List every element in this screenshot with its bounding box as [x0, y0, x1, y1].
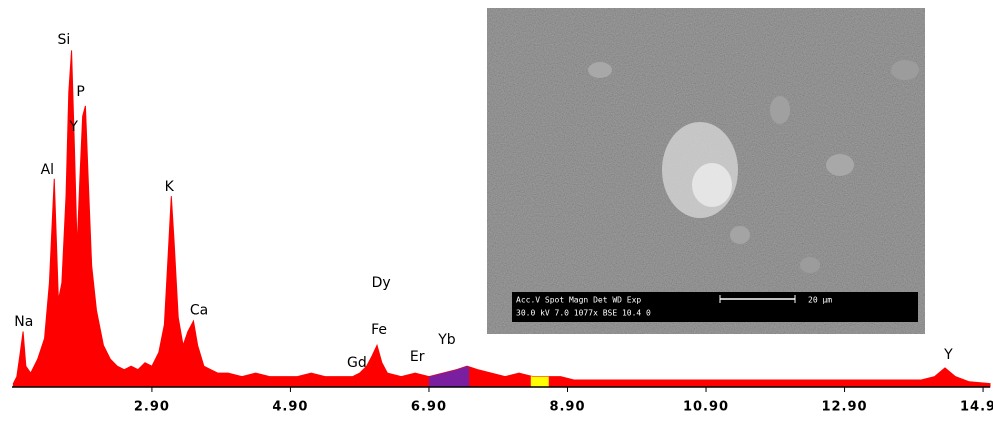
x-tick-label: 10.90 [683, 400, 729, 415]
sem-particle [826, 154, 854, 176]
sem-particle [730, 226, 750, 244]
peak-label: Al [41, 162, 54, 178]
spectrum-area [12, 50, 991, 388]
peak-label: P [76, 84, 84, 100]
x-tick-label: 12.90 [821, 400, 867, 415]
sem-particle [692, 163, 732, 207]
sem-particle [770, 96, 790, 124]
sem-databar [512, 292, 918, 322]
sem-header: Acc.V Spot Magn Det WD Exp [516, 296, 641, 305]
peak-label: Ca [190, 303, 208, 319]
peak-label: Dy [372, 275, 391, 291]
sem-settings: 30.0 kV 7.0 1077x BSE 10.4 0 [516, 309, 651, 318]
x-tick-label: 14.90 [960, 400, 993, 415]
sem-particle [891, 60, 919, 80]
scale-label: 20 µm [808, 296, 832, 305]
peak-label: Yb [437, 332, 456, 348]
sem-inset: Acc.V Spot Magn Det WD Exp 30.0 kV 7.0 1… [487, 8, 925, 334]
peak-label: K [165, 179, 175, 195]
x-tick-label: 6.90 [411, 400, 447, 415]
x-tick-label: 4.90 [272, 400, 308, 415]
sem-particle [588, 62, 612, 78]
x-tick-label: 2.90 [134, 400, 170, 415]
peak-label: Na [14, 314, 33, 330]
sem-particle [800, 257, 820, 273]
peak-label: Er [410, 349, 425, 365]
peak-label: Y [943, 347, 953, 363]
peak-label: Gd [347, 355, 367, 371]
peak-label: Y [68, 119, 78, 135]
x-tick-label: 8.90 [549, 400, 585, 415]
peak-label: Fe [371, 322, 387, 338]
peak-label: Si [58, 32, 71, 48]
